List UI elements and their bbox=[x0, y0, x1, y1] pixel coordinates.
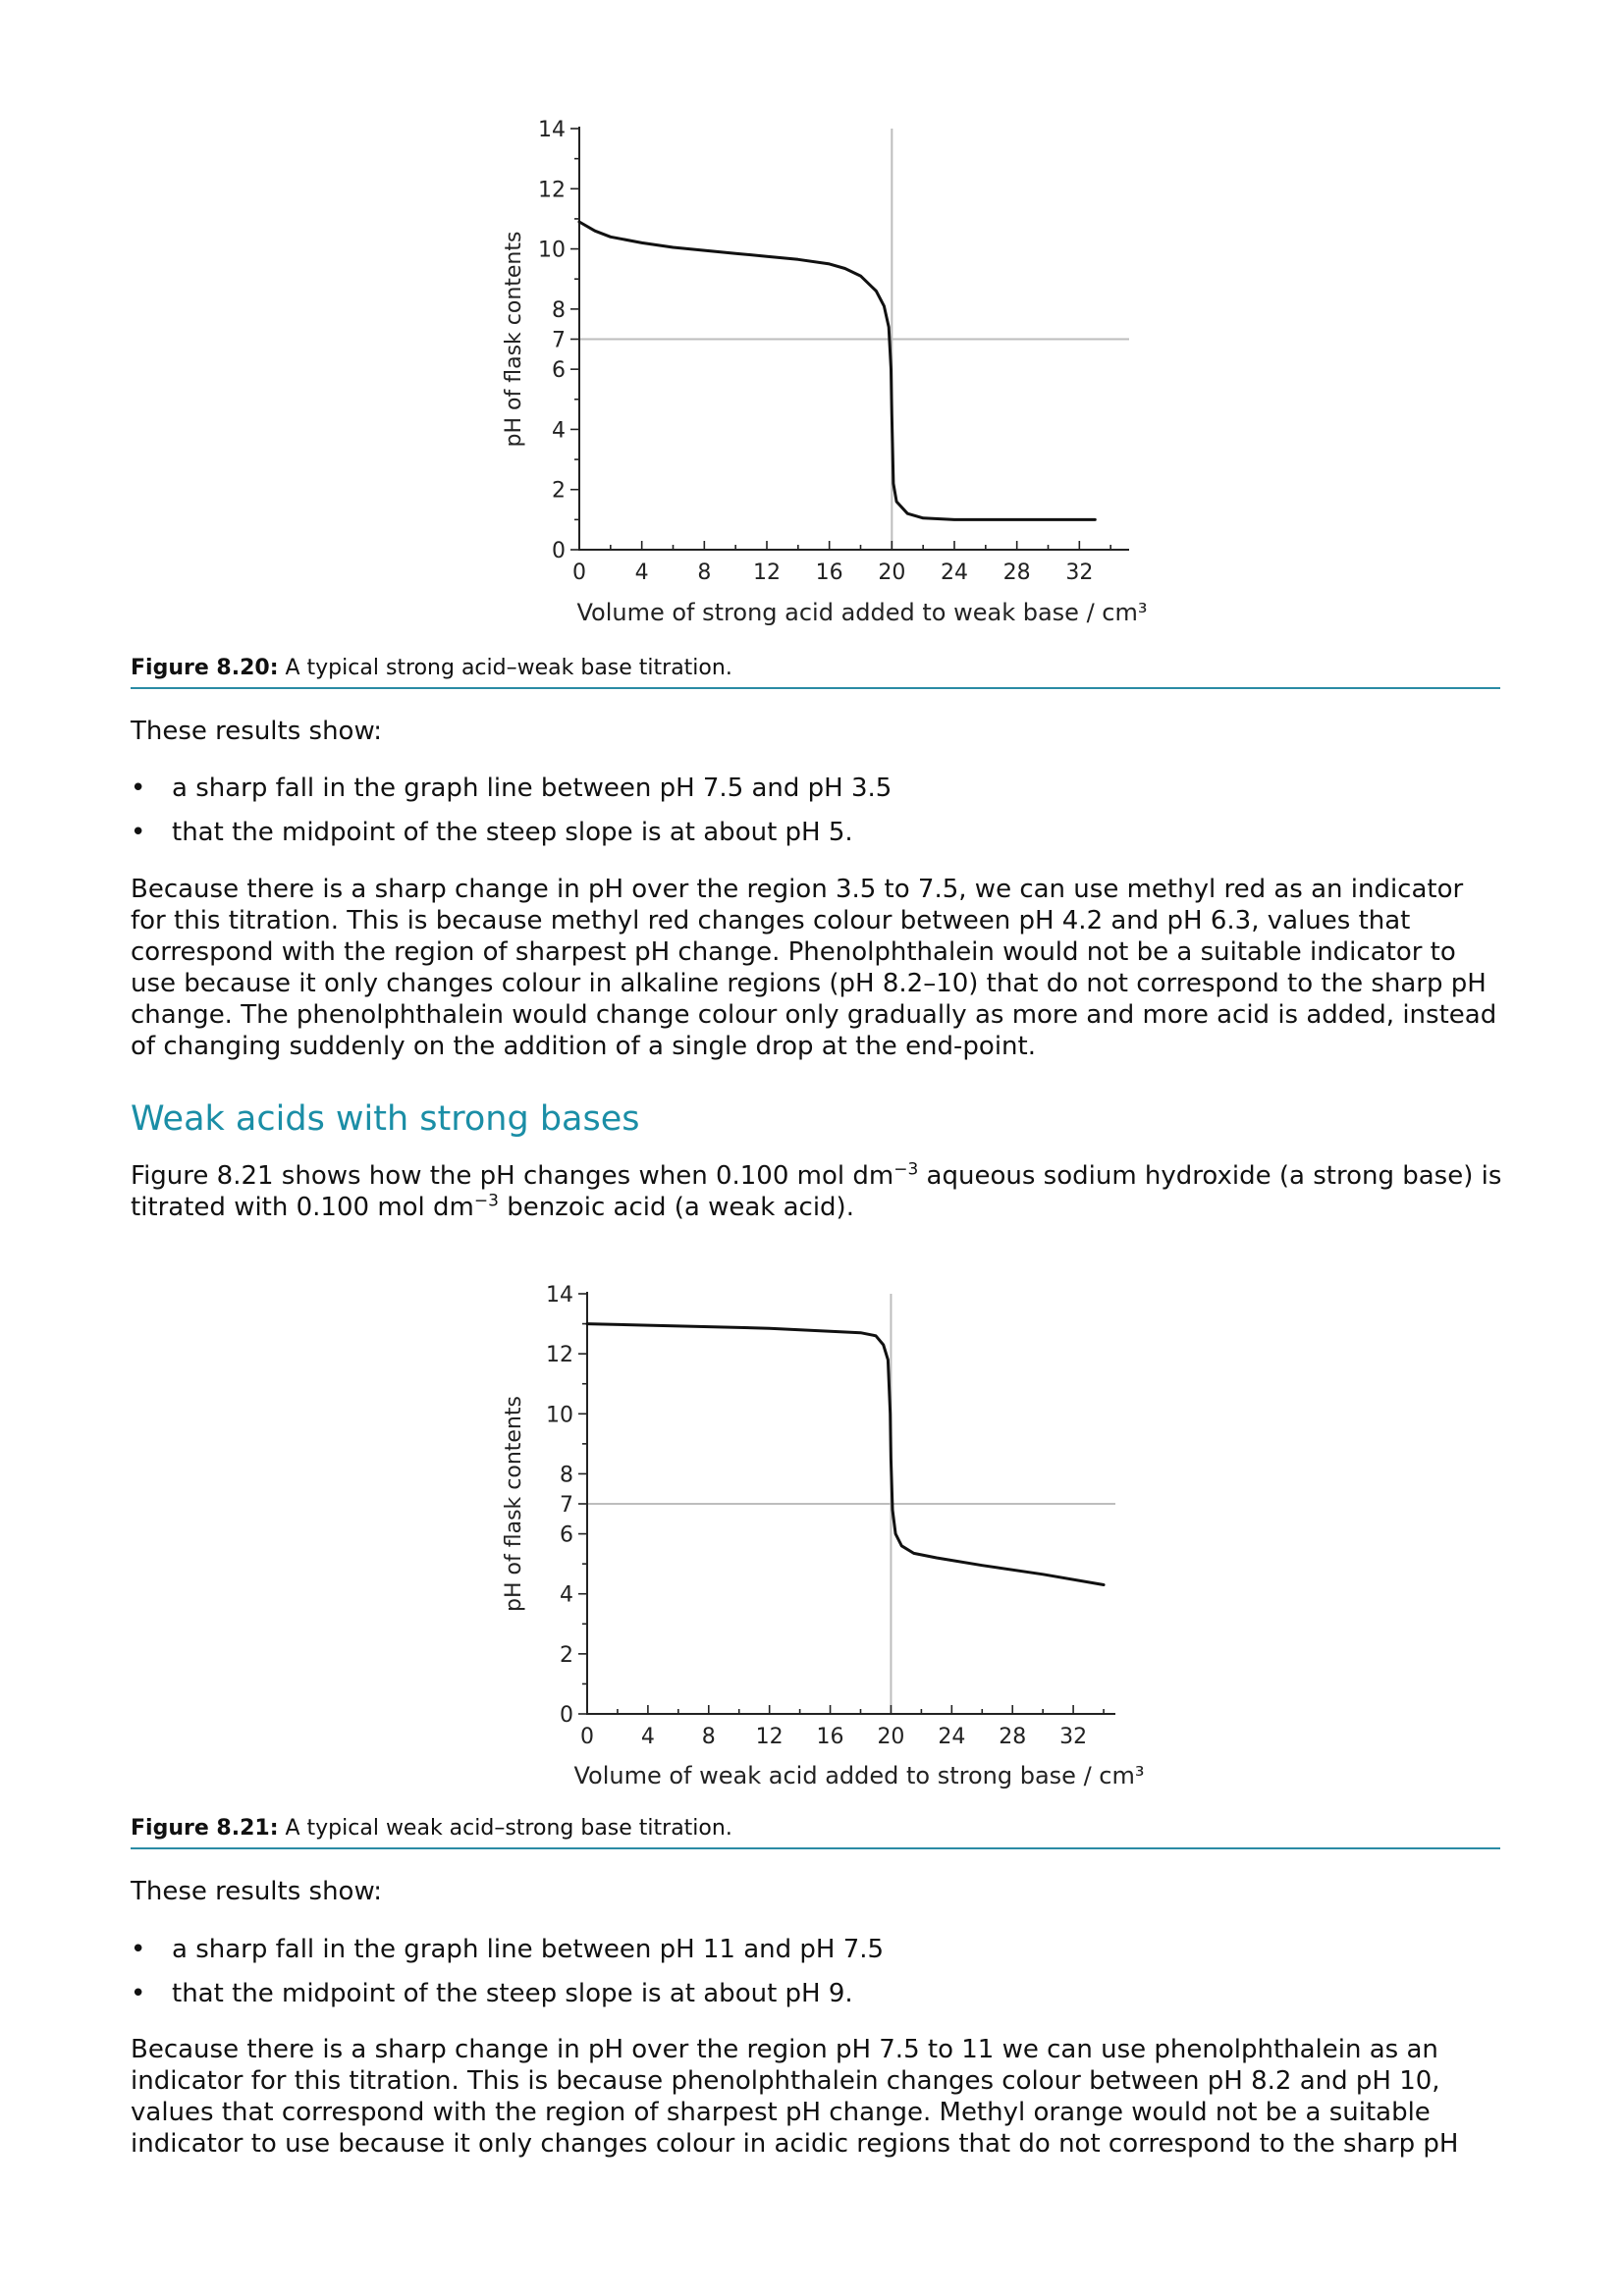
intro-text: aqueous sodium hydroxide (a strong base)… bbox=[131, 1161, 1502, 1222]
x-tick-label: 0 bbox=[572, 561, 586, 585]
bullet-dot: • bbox=[131, 1935, 146, 1964]
x-tick-label: 20 bbox=[878, 561, 905, 585]
list-item-text: that the midpoint of the steep slope is … bbox=[172, 818, 853, 847]
bullet-dot: • bbox=[131, 818, 146, 847]
list-item-text: a sharp fall in the graph line between p… bbox=[172, 774, 893, 803]
x-tick-label: 16 bbox=[816, 561, 843, 585]
list-item: • that the midpoint of the steep slope is… bbox=[131, 817, 1505, 848]
bullet-dot: • bbox=[131, 774, 146, 803]
x-tick-label: 8 bbox=[702, 1725, 716, 1749]
x-tick-label: 28 bbox=[999, 1725, 1026, 1749]
caption-label: Figure 8.21: bbox=[131, 1816, 279, 1841]
x-tick-label: 32 bbox=[1059, 1725, 1087, 1749]
x-tick-label: 4 bbox=[641, 1725, 655, 1749]
x-axis-label: Volume of strong acid added to weak base… bbox=[576, 599, 1147, 626]
x-tick-label: 28 bbox=[1003, 561, 1031, 585]
explanation-paragraph: Because there is a sharp change in pH ov… bbox=[131, 2035, 1459, 2159]
y-tick-label: 7 bbox=[560, 1493, 573, 1518]
list-item: • a sharp fall in the graph line between … bbox=[131, 1934, 1505, 1965]
y-tick-label: 2 bbox=[560, 1643, 573, 1668]
y-tick-label: 7 bbox=[552, 329, 566, 353]
x-axis-label: Volume of weak acid added to strong base… bbox=[573, 1762, 1144, 1789]
x-tick-label: 8 bbox=[697, 561, 711, 585]
caption-text: A typical strong acid–weak base titratio… bbox=[278, 656, 732, 680]
y-tick-label: 14 bbox=[538, 118, 566, 142]
intro-text: Figure 8.21 shows how the pH changes whe… bbox=[131, 1161, 894, 1191]
results-intro: These results show: bbox=[131, 717, 383, 746]
x-tick-label: 0 bbox=[580, 1725, 594, 1749]
results-list: • a sharp fall in the graph line between … bbox=[131, 773, 1505, 861]
y-tick-label: 12 bbox=[546, 1343, 573, 1367]
results-intro: These results show: bbox=[131, 1877, 383, 1906]
list-item-text: a sharp fall in the graph line between p… bbox=[172, 1935, 885, 1964]
explanation-paragraph: Because there is a sharp change in pH ov… bbox=[131, 875, 1497, 1061]
y-tick-label: 14 bbox=[546, 1283, 573, 1308]
y-tick-label: 12 bbox=[538, 178, 566, 202]
results-list: • a sharp fall in the graph line between … bbox=[131, 1934, 1505, 2022]
x-tick-label: 4 bbox=[635, 561, 649, 585]
y-tick-label: 4 bbox=[552, 418, 566, 443]
y-tick-label: 10 bbox=[546, 1403, 573, 1427]
intro-superscript: −3 bbox=[893, 1159, 919, 1180]
list-item-text: that the midpoint of the steep slope is … bbox=[172, 1979, 853, 2008]
figure-8-21-intro: Figure 8.21 shows how the pH changes whe… bbox=[131, 1160, 1505, 1223]
intro-text: benzoic acid (a weak acid). bbox=[498, 1193, 854, 1222]
x-tick-label: 20 bbox=[877, 1725, 904, 1749]
caption-label: Figure 8.20: bbox=[131, 656, 279, 680]
figure-8-21-caption: Figure 8.21: A typical weak acid–strong … bbox=[131, 1816, 1500, 1849]
figure-8-20-caption: Figure 8.20: A typical strong acid–weak … bbox=[131, 656, 1500, 689]
y-tick-label: 10 bbox=[538, 239, 566, 263]
data-series-line bbox=[577, 220, 1097, 521]
x-tick-label: 12 bbox=[756, 1725, 784, 1749]
y-axis-label: pH of flask contents bbox=[502, 1396, 526, 1612]
y-tick-label: 8 bbox=[560, 1463, 573, 1487]
section-heading: Weak acids with strong bases bbox=[131, 1099, 640, 1139]
y-tick-label: 6 bbox=[552, 358, 566, 383]
y-tick-label: 8 bbox=[552, 298, 566, 323]
x-tick-label: 12 bbox=[753, 561, 781, 585]
bullet-dot: • bbox=[131, 1979, 146, 2008]
x-tick-label: 24 bbox=[941, 561, 968, 585]
intro-superscript: −3 bbox=[473, 1191, 499, 1211]
caption-text: A typical weak acid–strong base titratio… bbox=[278, 1816, 732, 1841]
x-tick-label: 24 bbox=[938, 1725, 965, 1749]
y-tick-label: 6 bbox=[560, 1523, 573, 1548]
y-tick-label: 0 bbox=[560, 1703, 573, 1728]
y-axis-label: pH of flask contents bbox=[502, 232, 526, 448]
y-tick-label: 0 bbox=[552, 539, 566, 563]
list-item: • a sharp fall in the graph line between … bbox=[131, 773, 1505, 804]
x-tick-label: 32 bbox=[1065, 561, 1093, 585]
y-tick-label: 4 bbox=[560, 1583, 573, 1608]
y-tick-label: 2 bbox=[552, 479, 566, 504]
list-item: • that the midpoint of the steep slope is… bbox=[131, 1978, 1505, 2009]
x-tick-label: 16 bbox=[817, 1725, 844, 1749]
data-series-line bbox=[585, 1322, 1106, 1586]
